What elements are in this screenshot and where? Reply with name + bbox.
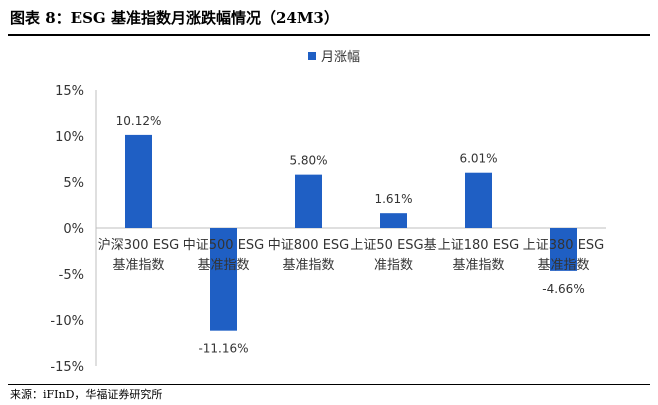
y-tick-label: 0% xyxy=(63,222,84,237)
category-label: 中证800 ESG xyxy=(268,238,350,253)
chart-title: 图表 8：ESG 基准指数月涨跌幅情况（24M3） xyxy=(10,9,339,27)
legend: 月涨幅 xyxy=(308,50,360,65)
category-label: 准指数 xyxy=(374,258,413,273)
category-label: 上证50 ESG基 xyxy=(350,238,436,253)
data-label: -4.66% xyxy=(542,282,584,296)
category-label: 基准指数 xyxy=(452,258,504,273)
title-divider xyxy=(8,34,650,36)
y-tick-label: 15% xyxy=(55,84,84,99)
y-tick-label: -15% xyxy=(50,360,84,375)
category-label: 中证500 ESG xyxy=(183,238,265,253)
source-note: 来源：iFInD，华福证券研究所 xyxy=(10,388,163,401)
y-tick-label: 10% xyxy=(55,130,84,145)
data-label: -11.16% xyxy=(198,342,248,356)
legend-label: 月涨幅 xyxy=(321,50,360,65)
data-label: 6.01% xyxy=(459,152,497,166)
bar xyxy=(380,213,407,228)
category-label: 上证180 ESG xyxy=(438,238,520,253)
data-label: 5.80% xyxy=(289,154,327,168)
data-label: 1.61% xyxy=(374,192,412,206)
category-label: 上证380 ESG xyxy=(523,238,605,253)
category-label: 基准指数 xyxy=(112,258,164,273)
bar xyxy=(295,174,322,228)
bar xyxy=(465,172,492,228)
y-tick-label: 5% xyxy=(63,176,84,191)
bar xyxy=(125,134,152,228)
bars xyxy=(125,134,577,331)
y-tick-label: -10% xyxy=(50,314,84,329)
bar xyxy=(210,228,237,331)
data-labels: 10.12% -11.16% 5.80% 1.61% 6.01% -4.66% xyxy=(116,114,585,356)
legend-swatch xyxy=(308,52,316,60)
source-divider xyxy=(8,384,650,385)
category-labels: 沪深300 ESG 基准指数 中证500 ESG 基准指数 中证800 ESG 基准指数 上… xyxy=(98,237,605,273)
category-label: 基准指数 xyxy=(282,258,334,273)
data-label: 10.12% xyxy=(116,114,162,128)
y-tick-labels: 15% 10% 5% 0% -5% -10% -15% xyxy=(50,84,84,375)
category-label: 基准指数 xyxy=(537,258,589,273)
category-label: 沪深300 ESG xyxy=(98,237,180,253)
category-label: 基准指数 xyxy=(197,258,249,273)
y-tick-label: -5% xyxy=(59,268,84,283)
bar xyxy=(550,228,577,271)
